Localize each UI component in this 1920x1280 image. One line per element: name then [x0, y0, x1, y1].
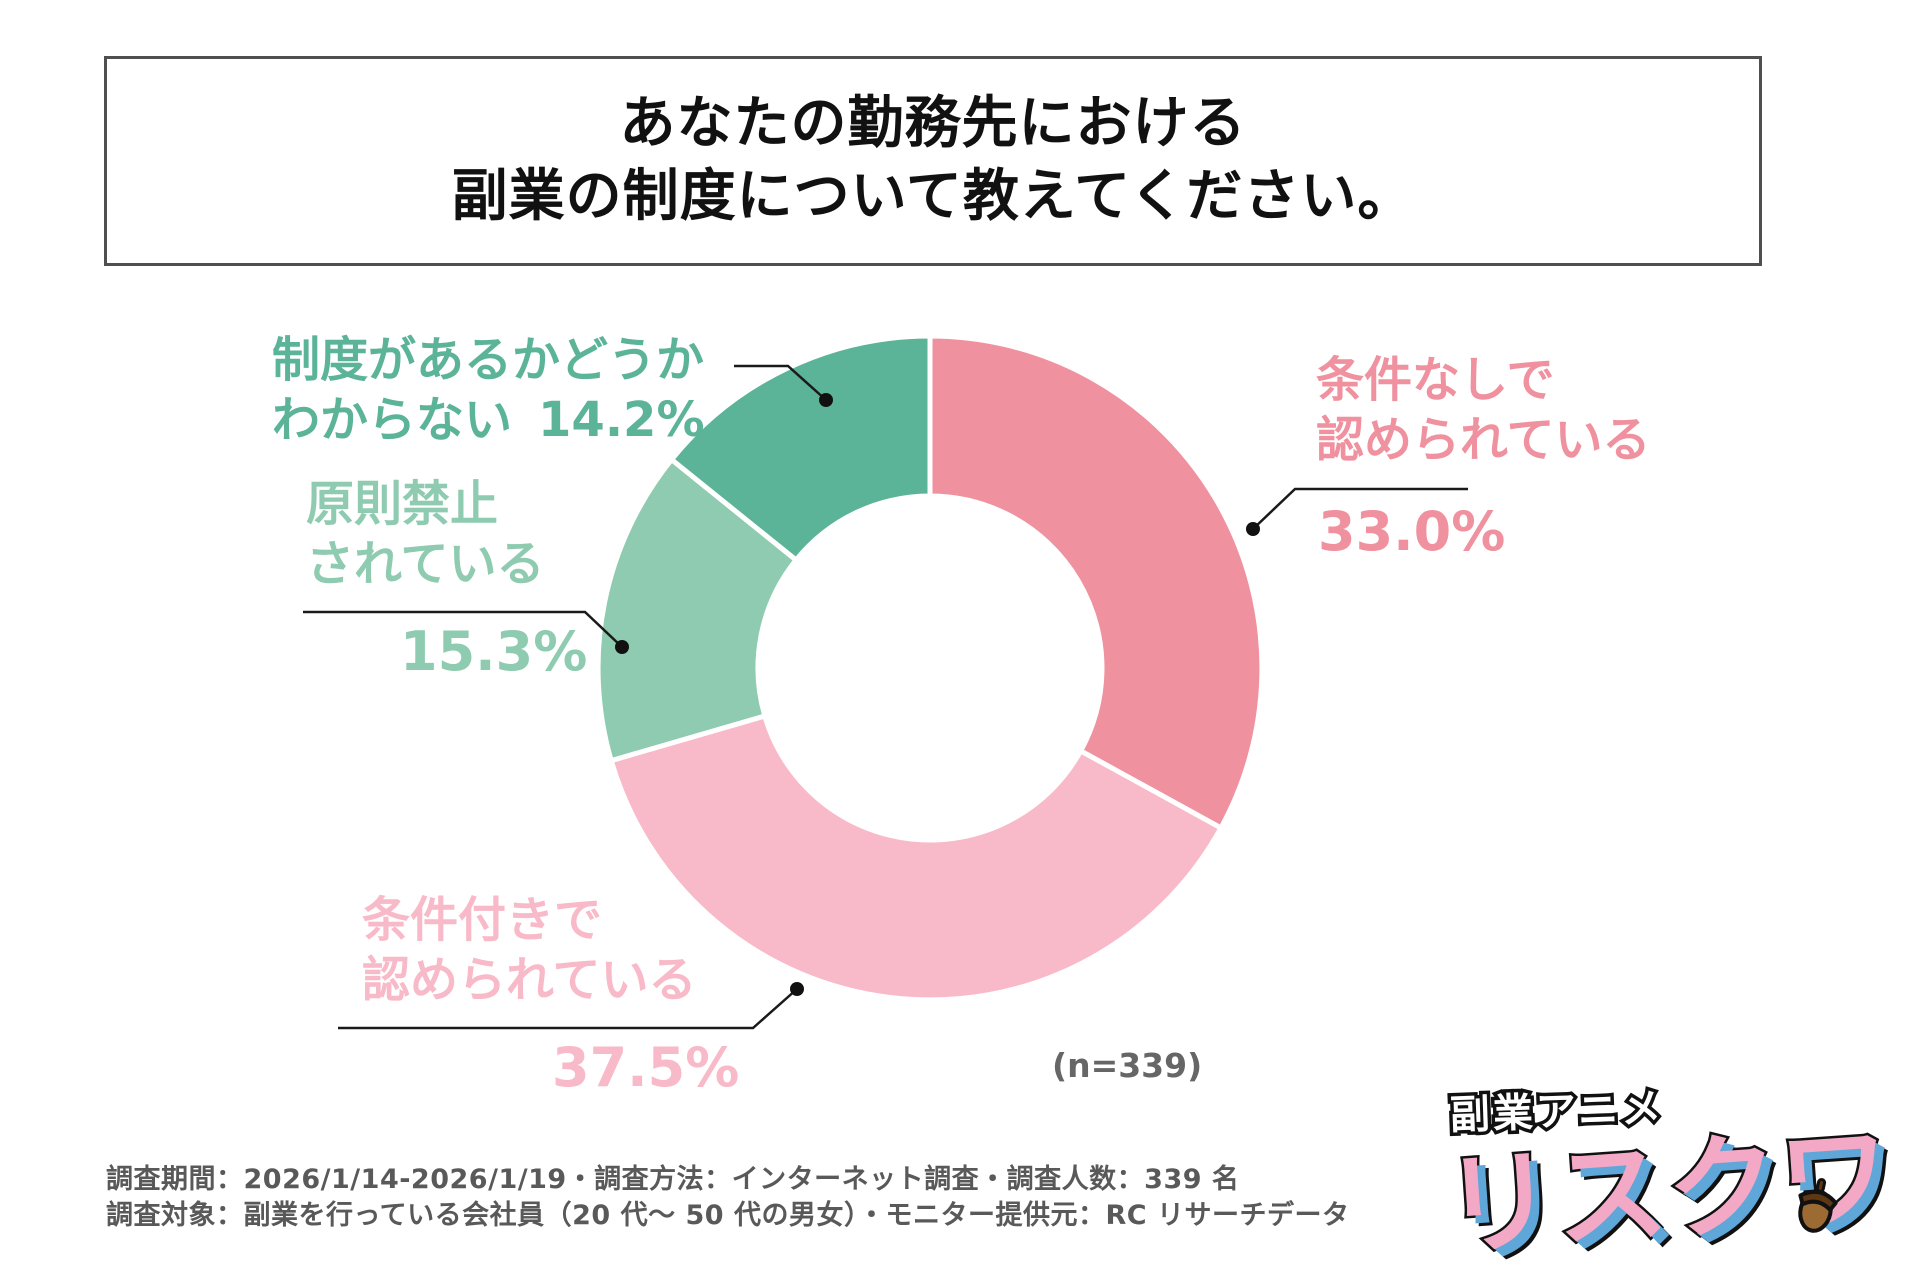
- callout-dot-unknown: [819, 393, 833, 407]
- callout-dot-no-conditions: [1246, 522, 1260, 536]
- label-prohibited-line1: 原則禁止: [306, 476, 499, 532]
- pct-no-conditions: 33.0%: [1318, 500, 1506, 563]
- survey-note-line2: 調査対象：副業を行っている会社員（20 代～ 50 代の男女）・モニター提供元：…: [106, 1200, 1350, 1231]
- label-with-conditions-line1: 条件付きで: [362, 892, 603, 948]
- callout-dots: [615, 393, 1260, 996]
- label-no-conditions-line1: 条件なしで: [1316, 352, 1555, 408]
- label-with-conditions: 条件付きで 認められている: [362, 890, 697, 1011]
- label-unknown-line2: わからない 14.2%: [272, 390, 705, 450]
- callout-line-no-conditions: [1252, 487, 1468, 530]
- label-no-conditions-line2: 認められている: [1316, 412, 1651, 469]
- title-box: あなたの勤務先における 副業の制度について教えてください。: [104, 56, 1762, 266]
- page-title-line1: あなたの勤務先における: [619, 91, 1247, 157]
- label-unknown-line2-text: わからない: [272, 392, 513, 449]
- donut-slice-0: [927, 333, 1265, 831]
- callout-line-prohibited: [303, 610, 623, 648]
- page-title-line2: 副業の制度について教えてください。: [451, 164, 1415, 229]
- pct-with-conditions: 37.5%: [552, 1036, 740, 1099]
- sample-size-label: (n=339): [1052, 1046, 1203, 1085]
- label-no-conditions: 条件なしで 認められている: [1316, 350, 1651, 471]
- survey-note-line1: 調査期間：2026/1/14-2026/1/19・調査方法：インターネット調査・…: [106, 1164, 1240, 1195]
- pct-unknown: 14.2%: [538, 392, 705, 449]
- label-prohibited-line2: されている: [306, 536, 545, 593]
- callout-line-with-conditions: [338, 988, 798, 1030]
- label-unknown: 制度があるかどうか わからない 14.2%: [272, 330, 705, 451]
- callout-dot-with-conditions: [790, 982, 804, 996]
- donut-slice-3: [669, 333, 933, 563]
- label-with-conditions-line2: 認められている: [362, 952, 697, 1009]
- callout-line-unknown: [734, 364, 827, 401]
- acorn-icon: [1798, 1178, 1838, 1233]
- callout-dot-prohibited: [615, 640, 629, 654]
- donut-slice-1: [608, 713, 1224, 1003]
- pct-prohibited: 15.3%: [400, 620, 588, 683]
- callout-connectors: [303, 364, 1468, 1030]
- donut-slice-2: [595, 457, 799, 764]
- label-unknown-line1: 制度があるかどうか: [272, 332, 705, 388]
- brand-logo: 副業アニメ リスクワ: [1425, 1064, 1898, 1279]
- donut-slices: [595, 333, 1265, 1003]
- label-prohibited: 原則禁止 されている: [306, 474, 545, 595]
